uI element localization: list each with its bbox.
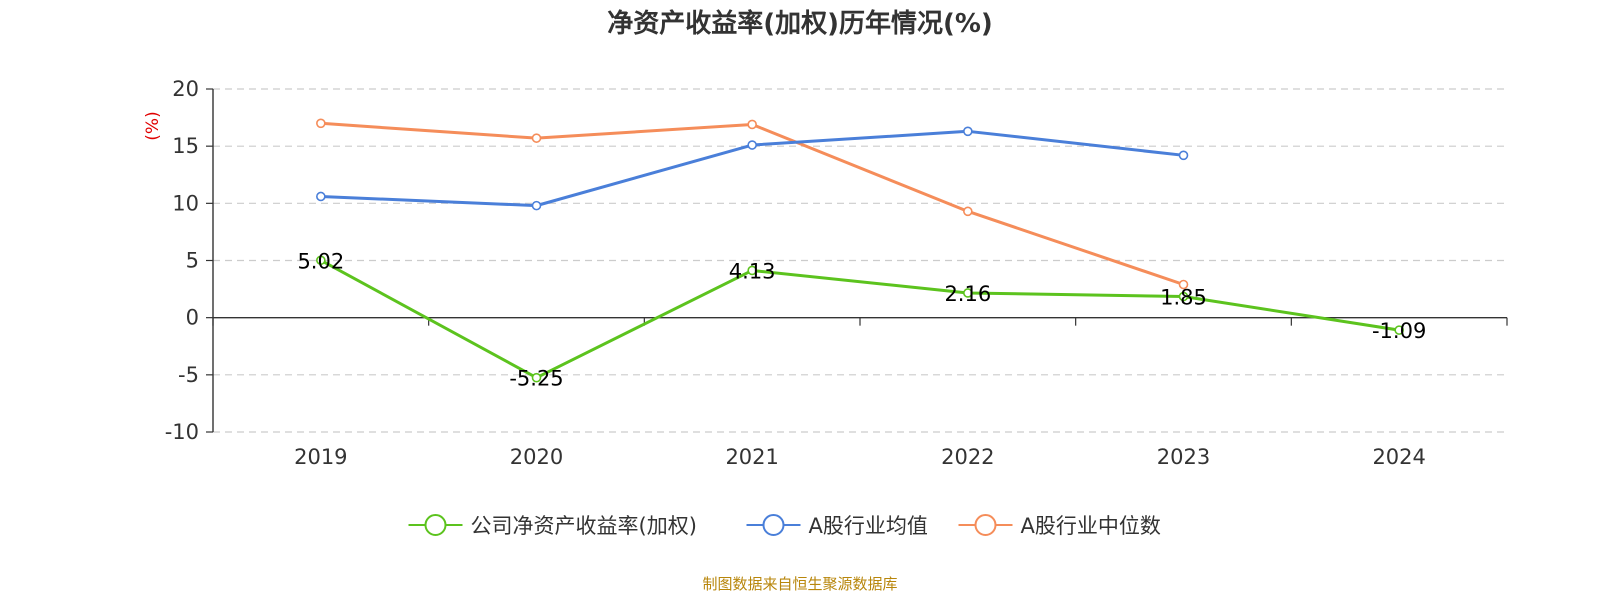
series-line — [320, 258, 1400, 380]
data-point — [963, 126, 973, 137]
data-point — [531, 133, 542, 143]
y-tick-label: 5 — [186, 249, 199, 273]
data-point — [1178, 279, 1189, 290]
data-point — [1394, 325, 1404, 335]
data-point — [531, 372, 542, 383]
axes: -10 -5 0 5 10 15 20 2019 2020 2021 2022 2023 2024 — [165, 77, 1508, 469]
y-tick-label: 20 — [172, 77, 199, 101]
data-label: 5.02 — [297, 249, 344, 273]
data-point — [747, 265, 757, 276]
data-point — [963, 288, 973, 298]
x-tick-label: 2020 — [510, 445, 563, 469]
legend-item: A股行业中位数 — [958, 514, 1161, 538]
legend-label: 公司净资产收益率(加权) — [471, 514, 697, 538]
y-tick-label: -5 — [178, 363, 199, 387]
grid-lines — [213, 88, 1507, 433]
data-label: -5.25 — [509, 367, 563, 391]
y-tick-label: 15 — [172, 134, 199, 158]
x-tick-label: 2024 — [1372, 445, 1425, 469]
y-tick-label: 0 — [186, 306, 199, 330]
chart-title: 净资产收益率(加权)历年情况(%) — [607, 8, 993, 39]
data-point — [747, 119, 757, 130]
legend-label: A股行业中位数 — [1021, 514, 1161, 538]
legend-swatch-circle — [762, 514, 785, 536]
data-point — [1178, 150, 1189, 161]
data-label: -1.09 — [1372, 319, 1426, 343]
y-tick-label: -10 — [165, 420, 199, 444]
data-point — [316, 118, 326, 129]
x-tick-label: 2019 — [294, 445, 347, 469]
legend-label: A股行业均值 — [809, 514, 928, 538]
y-tick-label: 10 — [172, 191, 199, 215]
series-points — [316, 118, 1404, 383]
data-label: 1.85 — [1160, 286, 1207, 310]
data-point — [963, 206, 973, 217]
legend-swatch-circle — [424, 514, 447, 536]
y-axis-unit-label: (%) — [143, 111, 163, 140]
data-point — [316, 191, 326, 202]
legend: 公司净资产收益率(加权) A股行业均值 A股行业中位数 — [408, 514, 1161, 538]
data-point — [531, 200, 542, 211]
data-point — [316, 255, 326, 266]
x-tick-label: 2021 — [725, 445, 778, 469]
series-lines — [320, 121, 1400, 380]
data-label: 4.13 — [729, 259, 776, 283]
data-label: 2.16 — [944, 282, 991, 306]
data-point — [747, 140, 757, 150]
legend-item: 公司净资产收益率(加权) — [408, 514, 697, 538]
data-point — [1178, 291, 1189, 302]
legend-swatch-circle — [974, 514, 997, 536]
legend-item: A股行业均值 — [746, 514, 928, 538]
x-tick-label: 2023 — [1157, 445, 1210, 469]
source-footer: 制图数据来自恒生聚源数据库 — [702, 575, 897, 593]
data-labels: 5.02 -5.25 4.13 2.16 1.85 -1.09 — [297, 249, 1426, 390]
x-tick-label: 2022 — [941, 445, 994, 469]
